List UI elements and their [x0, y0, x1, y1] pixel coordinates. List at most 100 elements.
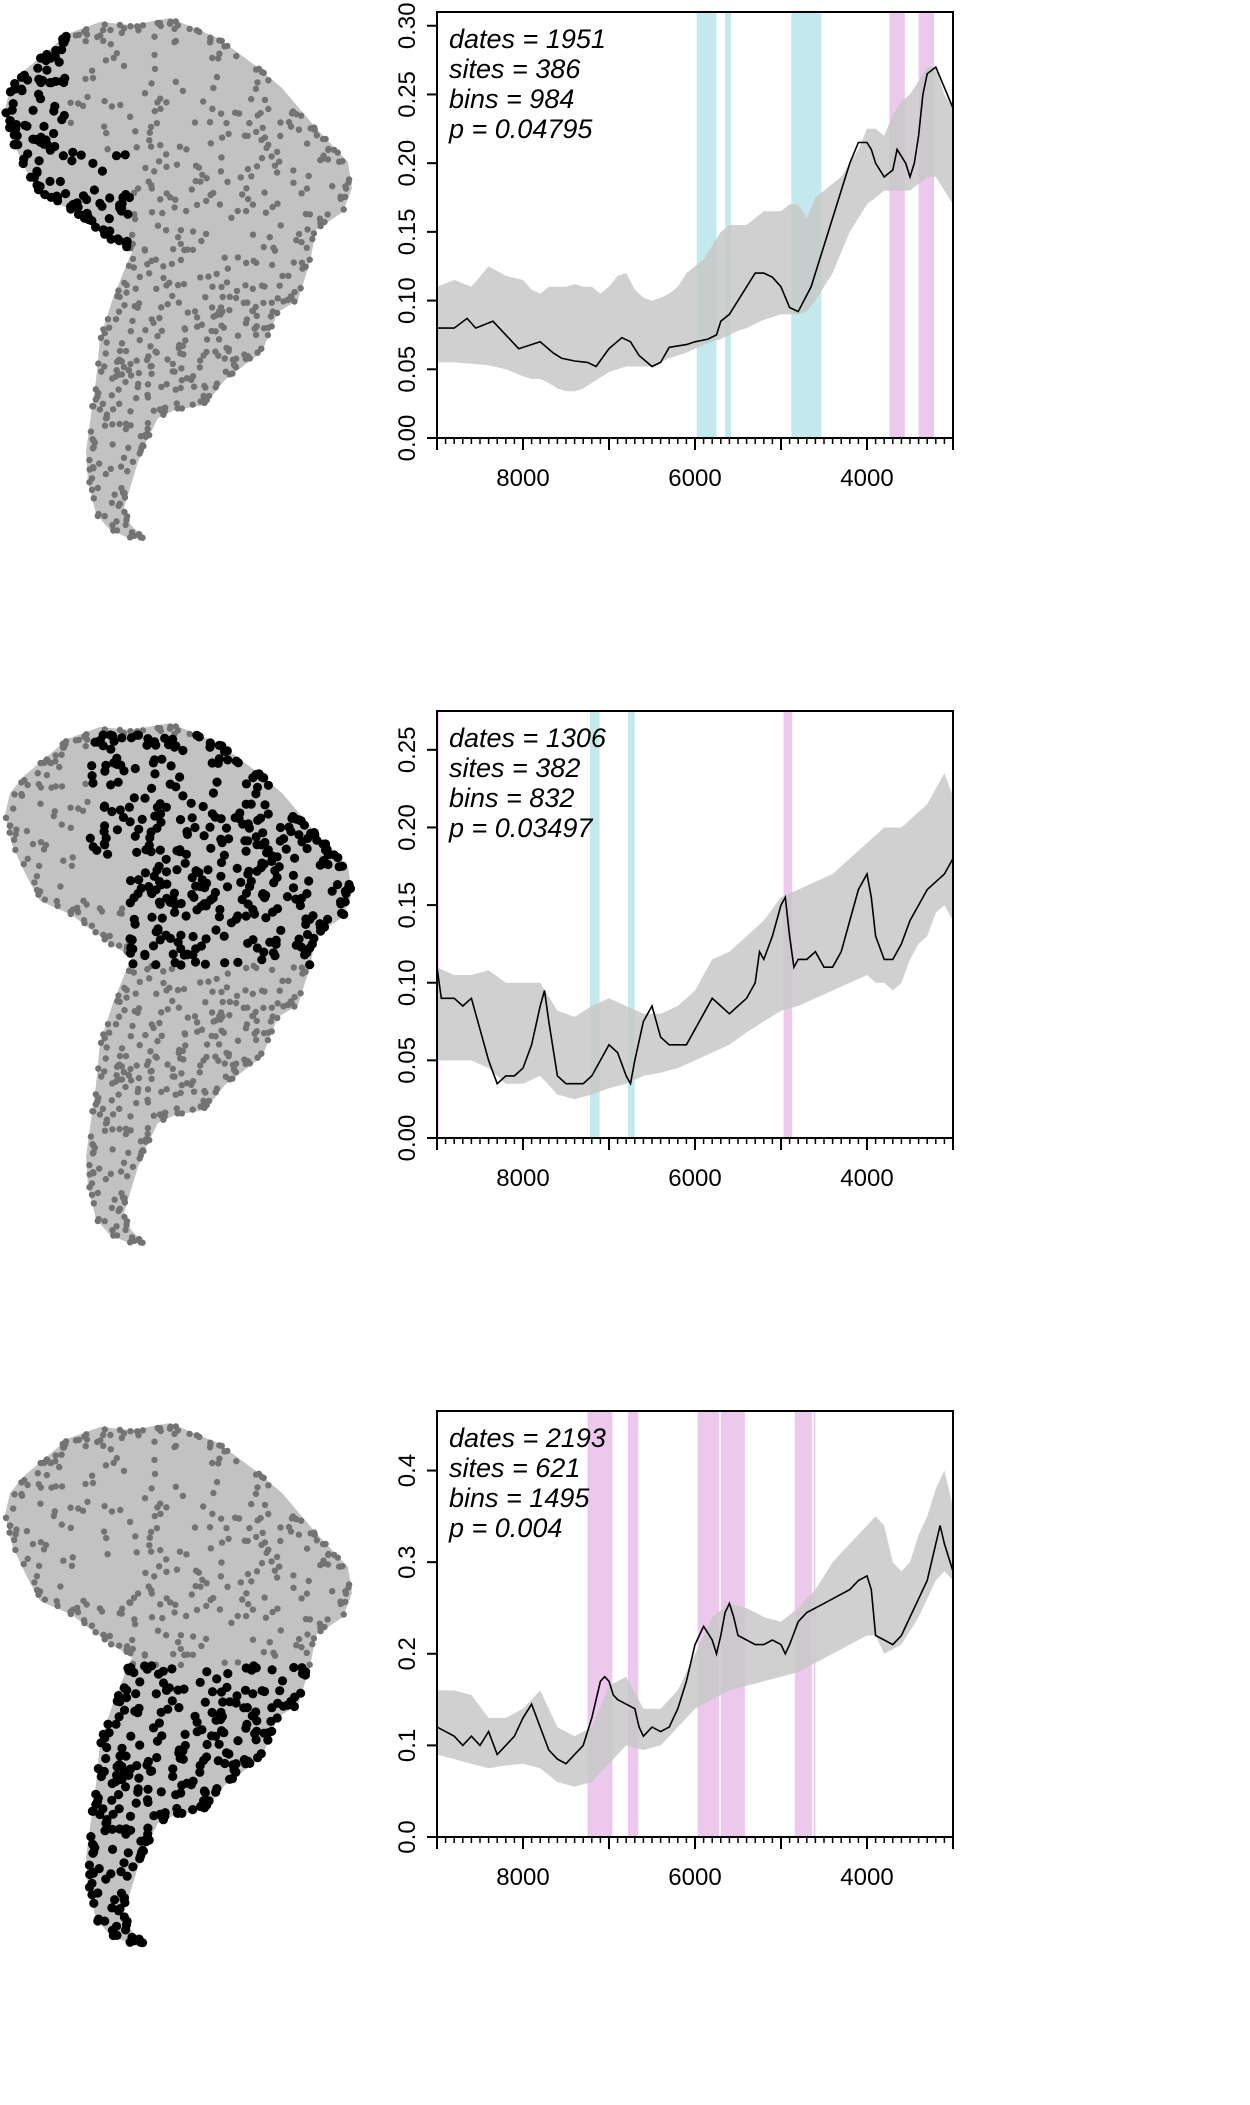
- site-dot: [274, 295, 281, 302]
- site-dot: [316, 215, 324, 222]
- site-dot: [109, 406, 117, 413]
- site-dot: [129, 231, 136, 239]
- site-dot: [234, 1037, 242, 1044]
- site-dot: [273, 169, 281, 176]
- site-dot: [86, 1184, 93, 1191]
- site-dot: [239, 1596, 246, 1603]
- site-dot-highlighted: [125, 898, 135, 908]
- site-dot: [274, 1605, 281, 1612]
- site-dot: [107, 1431, 114, 1439]
- site-dot: [145, 1583, 152, 1590]
- site-dot-highlighted: [34, 156, 44, 166]
- site-dot-highlighted: [188, 1776, 198, 1786]
- site-dot-highlighted: [157, 754, 167, 764]
- site-dot: [203, 396, 210, 404]
- site-dot-highlighted: [183, 949, 193, 959]
- site-dot-highlighted: [260, 800, 270, 810]
- x-axis: 8000 6000 4000: [436, 438, 954, 492]
- site-dot-highlighted: [288, 870, 298, 880]
- site-dot: [239, 191, 246, 198]
- x-tick-label: 6000: [668, 465, 721, 492]
- site-dot: [295, 126, 303, 133]
- site-dot: [191, 308, 199, 315]
- site-dot: [147, 123, 155, 131]
- spd-chart-3: 0.0 0.1 0.2 0.3 0.4 8000 6000 4000 dates = 219…: [394, 1410, 954, 1891]
- site-dot: [109, 375, 116, 382]
- site-dot: [33, 1586, 41, 1594]
- site-dot: [234, 1659, 242, 1666]
- site-dot: [218, 154, 225, 161]
- site-dot: [82, 75, 89, 83]
- site-dot: [133, 144, 140, 151]
- site-dot: [173, 400, 180, 407]
- site-dot-highlighted: [170, 907, 180, 917]
- site-dot: [90, 495, 98, 502]
- site-dot: [218, 134, 226, 141]
- site-dot-highlighted: [39, 121, 49, 131]
- y-axis: 0.0 0.1 0.2 0.3 0.4: [394, 1454, 437, 1854]
- site-dot-highlighted: [101, 1753, 111, 1764]
- site-dot: [131, 1620, 139, 1628]
- site-dot: [120, 454, 128, 461]
- site-dot: [171, 204, 178, 211]
- site-dot-highlighted: [114, 1712, 124, 1722]
- site-dot: [290, 167, 297, 174]
- site-dot-highlighted: [125, 948, 136, 958]
- site-dot-highlighted: [218, 1697, 228, 1707]
- site-dot: [109, 1080, 116, 1087]
- site-dot: [265, 324, 272, 331]
- site-dot: [285, 977, 292, 984]
- site-dot: [316, 1620, 324, 1627]
- site-dot: [113, 1072, 120, 1079]
- site-dot: [174, 727, 182, 734]
- site-dot: [122, 1226, 129, 1234]
- site-dot-highlighted: [232, 1691, 242, 1701]
- site-dot-highlighted: [40, 190, 50, 200]
- site-dot: [226, 306, 233, 314]
- site-dot: [134, 1590, 142, 1597]
- site-dot-highlighted: [304, 876, 314, 886]
- site-dot: [186, 730, 193, 738]
- site-dot: [125, 262, 133, 269]
- site-dot: [150, 1024, 157, 1032]
- site-dot: [232, 109, 239, 116]
- site-dot: [290, 1572, 297, 1579]
- site-dot-highlighted: [201, 934, 211, 944]
- site-dot: [226, 293, 233, 300]
- site-dot-highlighted: [153, 924, 163, 934]
- site-dot: [173, 1105, 180, 1112]
- site-dot: [297, 285, 304, 292]
- site-dot: [105, 1029, 113, 1036]
- site-dot-highlighted: [267, 1665, 277, 1675]
- site-dot: [135, 369, 143, 377]
- envelope-area: [437, 773, 953, 1100]
- site-dot: [297, 1517, 305, 1524]
- site-dot: [182, 1612, 190, 1620]
- site-dot: [116, 942, 123, 949]
- site-dot-highlighted: [142, 740, 152, 750]
- site-dot: [141, 1495, 149, 1502]
- site-dot: [146, 975, 153, 982]
- site-dot: [123, 994, 130, 1001]
- site-dot: [156, 1019, 163, 1027]
- site-dot: [243, 1021, 251, 1028]
- site-dot: [67, 99, 74, 106]
- site-dot-highlighted: [202, 1800, 212, 1810]
- site-dot: [228, 1619, 235, 1626]
- site-dot: [125, 444, 132, 451]
- site-dot-highlighted: [233, 957, 243, 967]
- site-dot-highlighted: [318, 856, 329, 866]
- site-dot: [265, 1510, 272, 1518]
- site-dot: [233, 1457, 240, 1465]
- site-dot: [306, 1616, 314, 1623]
- site-dot: [252, 331, 260, 338]
- site-dot: [258, 1541, 265, 1549]
- site-dot: [345, 176, 353, 183]
- site-dot: [251, 1030, 258, 1037]
- site-dot: [261, 283, 268, 290]
- site-dot: [79, 102, 87, 110]
- site-dot: [69, 854, 77, 861]
- y-tick-label: 0.00: [394, 415, 421, 462]
- site-dot: [209, 988, 216, 995]
- site-dot: [304, 1631, 311, 1638]
